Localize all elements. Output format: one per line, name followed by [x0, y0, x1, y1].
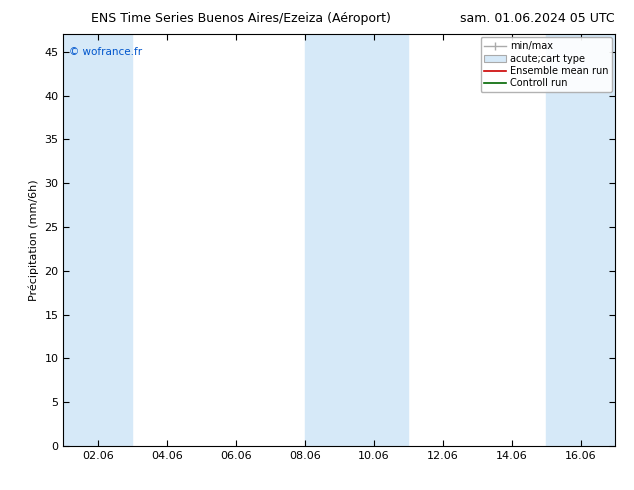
Y-axis label: Précipitation (mm/6h): Précipitation (mm/6h) — [29, 179, 39, 301]
Text: © wofrance.fr: © wofrance.fr — [69, 47, 142, 57]
Text: ENS Time Series Buenos Aires/Ezeiza (Aéroport): ENS Time Series Buenos Aires/Ezeiza (Aér… — [91, 12, 391, 25]
Bar — [305, 34, 408, 446]
Legend: min/max, acute;cart type, Ensemble mean run, Controll run: min/max, acute;cart type, Ensemble mean … — [481, 37, 612, 92]
Bar — [546, 34, 615, 446]
Bar — [63, 34, 133, 446]
Text: sam. 01.06.2024 05 UTC: sam. 01.06.2024 05 UTC — [460, 12, 615, 25]
